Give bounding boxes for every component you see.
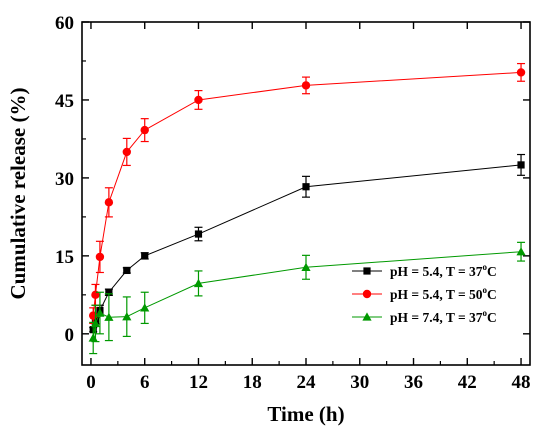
series-2 bbox=[89, 62, 526, 325]
legend-item-1: pH = 5.4, T = 37oC bbox=[352, 262, 497, 279]
data-point bbox=[123, 266, 131, 275]
x-tick-label: 36 bbox=[404, 372, 423, 393]
data-point bbox=[122, 147, 131, 157]
data-point bbox=[122, 312, 132, 321]
legend: pH = 5.4, T = 37oC pH = 5.4, T = 50oC pH =… bbox=[352, 262, 497, 325]
y-tick-label: 30 bbox=[55, 169, 74, 190]
x-axis-title: Time (h) bbox=[267, 402, 344, 426]
legend-label: pH = 7.4, T = 37oC bbox=[390, 308, 497, 325]
data-point bbox=[140, 125, 149, 135]
data-point bbox=[88, 333, 98, 342]
data-point bbox=[194, 95, 203, 105]
data-point bbox=[104, 312, 114, 321]
data-point bbox=[193, 278, 204, 288]
data-point bbox=[194, 230, 203, 238]
data-point bbox=[140, 303, 150, 312]
y-tick-label: 45 bbox=[55, 91, 74, 112]
data-point bbox=[516, 247, 526, 256]
x-tick-label: 6 bbox=[140, 372, 150, 393]
data-point bbox=[95, 252, 105, 262]
data-point bbox=[362, 289, 372, 299]
series-3 bbox=[88, 241, 526, 355]
legend-label: pH = 5.4, T = 50oC bbox=[390, 285, 497, 302]
legend-item-2: pH = 5.4, T = 50oC bbox=[352, 285, 497, 302]
data-point bbox=[362, 312, 372, 321]
x-tick-label: 12 bbox=[189, 372, 208, 393]
data-point bbox=[517, 161, 525, 169]
legend-item-3: pH = 7.4, T = 37oC bbox=[352, 308, 497, 325]
data-point bbox=[141, 252, 149, 260]
y-tick-label: 0 bbox=[65, 325, 75, 346]
data-point bbox=[95, 308, 105, 317]
x-tick-label: 24 bbox=[297, 372, 317, 393]
data-point bbox=[104, 198, 114, 207]
data-point bbox=[363, 267, 371, 275]
data-point bbox=[516, 68, 526, 77]
data-point bbox=[302, 183, 310, 191]
x-tick-label: 0 bbox=[86, 372, 96, 393]
y-axis-title: Cumulative release (%) bbox=[6, 88, 30, 300]
series-1 bbox=[89, 153, 526, 334]
data-point bbox=[105, 288, 113, 296]
x-tick-label: 18 bbox=[243, 372, 262, 393]
data-point bbox=[301, 81, 311, 90]
data-point bbox=[90, 318, 101, 328]
x-tick-label: 42 bbox=[458, 372, 477, 393]
x-tick-label: 48 bbox=[512, 372, 531, 393]
x-tick-label: 30 bbox=[350, 372, 369, 393]
y-tick-label: 60 bbox=[55, 13, 74, 34]
y-tick-label: 15 bbox=[55, 247, 74, 268]
data-point bbox=[301, 262, 311, 271]
series-layer bbox=[88, 62, 526, 355]
legend-label: pH = 5.4, T = 37oC bbox=[390, 262, 497, 279]
axis-ticks: 0 6 12 18 24 30 36 42 48 0 15 30 45 60 bbox=[55, 13, 531, 393]
